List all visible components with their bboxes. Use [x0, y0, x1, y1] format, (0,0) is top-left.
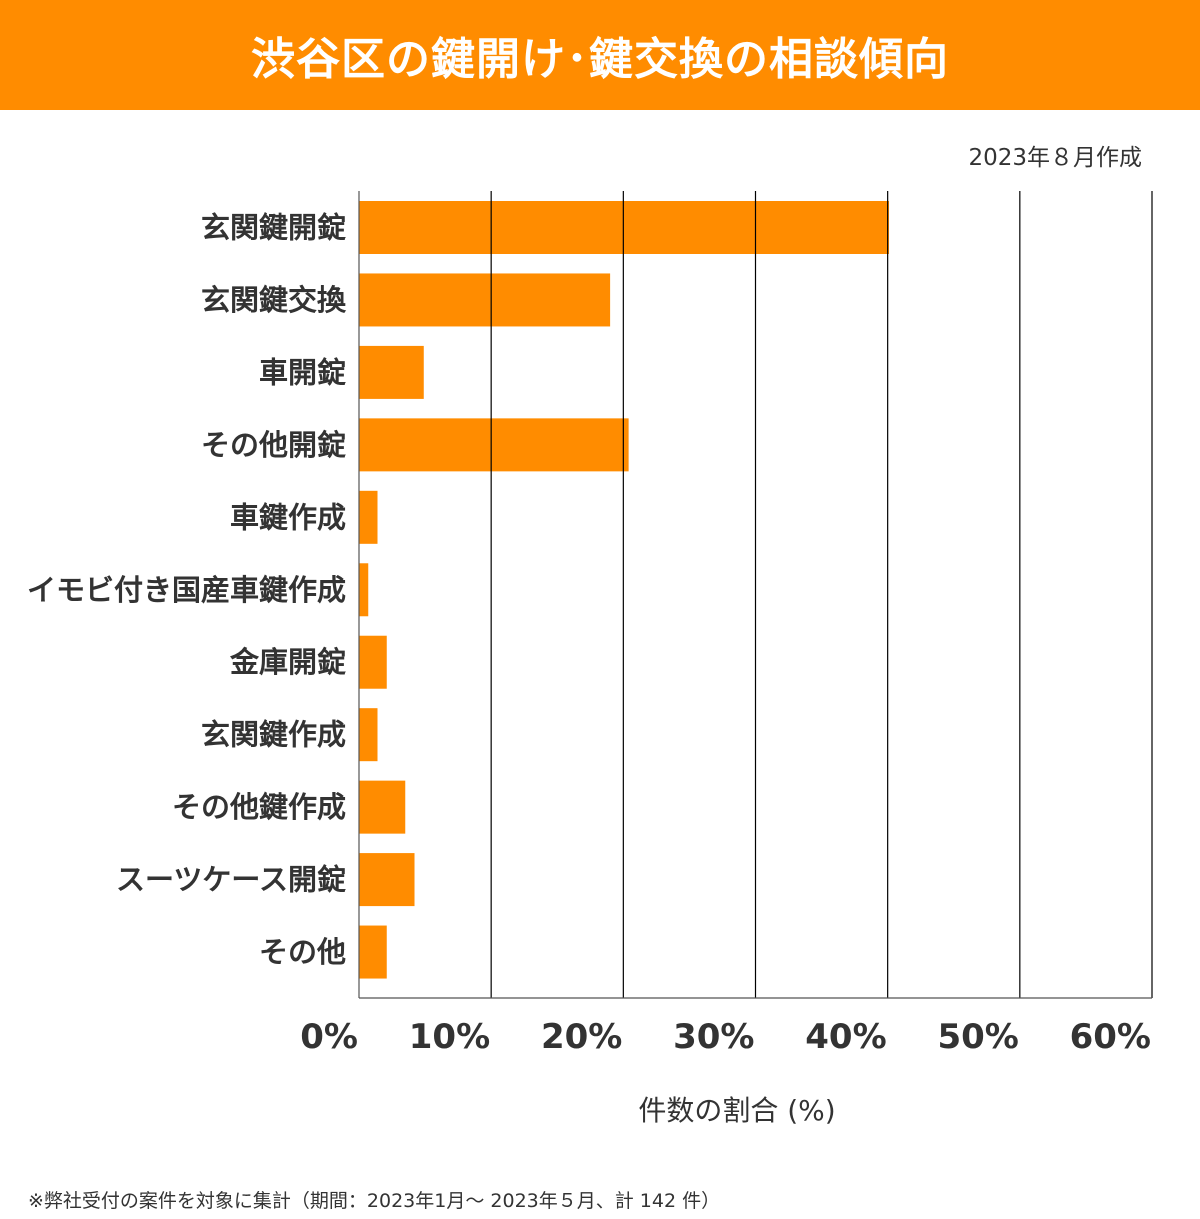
bar — [359, 925, 387, 979]
bar — [359, 780, 406, 834]
category-label: その他 — [259, 935, 346, 969]
x-tick-label: 60% — [1070, 1017, 1151, 1057]
category-label: 玄関鍵開錠 — [201, 211, 346, 245]
footnote: ※弊社受付の案件を対象に集計（期間：2023年1月～ 2023年５月、計 142… — [28, 1190, 721, 1212]
x-tick-label: 50% — [937, 1017, 1018, 1057]
chart-title: 渋谷区の鍵開け･鍵交換の相談傾向 — [251, 34, 949, 85]
category-label: 玄関鍵作成 — [201, 718, 346, 752]
bar — [359, 853, 415, 907]
x-tick-label: 40% — [805, 1017, 886, 1057]
category-label: 車鍵作成 — [230, 500, 346, 534]
created-date: 2023年８月作成 — [968, 145, 1142, 171]
title-banner: 渋谷区の鍵開け･鍵交換の相談傾向 — [0, 0, 1200, 110]
bar — [359, 345, 424, 399]
bar — [359, 273, 611, 327]
x-tick-label: 10% — [409, 1017, 490, 1057]
bar — [359, 418, 629, 472]
x-axis-label: 件数の割合 (%) — [638, 1094, 835, 1127]
category-label: 金庫開錠 — [229, 645, 346, 679]
bar — [359, 635, 387, 689]
bar — [359, 563, 369, 617]
bar — [359, 708, 378, 762]
category-label: 車開錠 — [259, 355, 346, 389]
bar — [359, 201, 889, 254]
x-tick-label: 20% — [541, 1017, 622, 1057]
x-tick-label: 0% — [300, 1017, 358, 1057]
category-label: イモビ付き国産車鍵作成 — [27, 573, 346, 607]
x-tick-label: 30% — [673, 1017, 754, 1057]
category-label: その他鍵作成 — [172, 790, 346, 824]
category-label: 玄関鍵交換 — [201, 283, 347, 317]
category-label: スーツケース開錠 — [116, 863, 346, 897]
bar — [359, 490, 378, 544]
category-label: その他開錠 — [201, 428, 346, 462]
